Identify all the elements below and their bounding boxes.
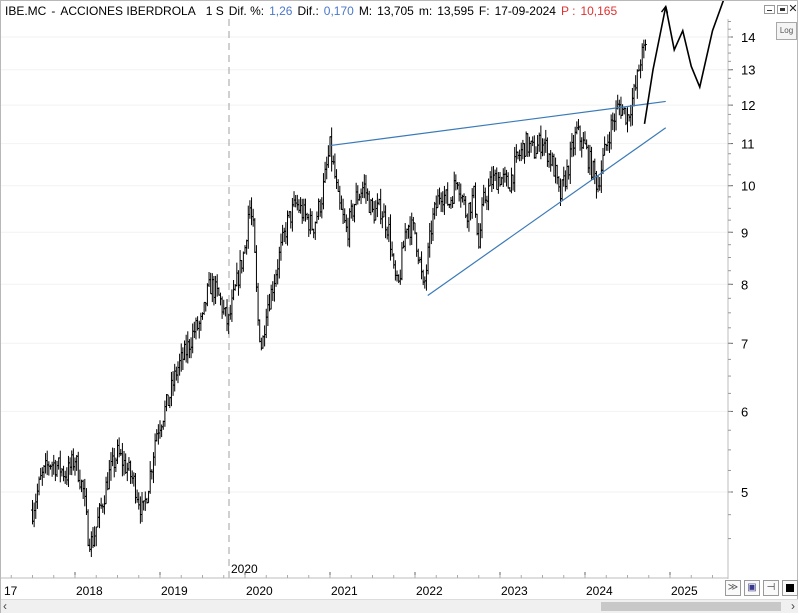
- ticker: IBE.MC: [5, 4, 47, 18]
- y-tick-label: 5: [741, 485, 748, 500]
- header-sep: -: [51, 4, 56, 18]
- min-label: m:: [418, 4, 433, 18]
- scroll-right-icon[interactable]: ›: [791, 599, 795, 613]
- price-value: 10,165: [580, 4, 618, 18]
- dif-pct-label: Dif. %:: [228, 4, 265, 18]
- x-axis-ticks: 17 2018 2019 2020 2021 2022 2023 2024 2025: [4, 572, 713, 598]
- chart-header: IBE.MC - ACCIONES IBERDROLA 1 S Dif. %: 1,26 D…: [5, 3, 617, 19]
- date-value: 17-09-2024: [494, 4, 556, 18]
- x-tick-label: 2025: [671, 584, 698, 598]
- horizontal-scrollbar[interactable]: ‹ ›: [1, 599, 798, 613]
- log-scale-button[interactable]: Log: [776, 22, 797, 40]
- min-value: 13,595: [437, 4, 474, 18]
- year-marker-label: 2020: [231, 562, 258, 576]
- save-icon[interactable]: ▣: [744, 580, 760, 596]
- price-chart[interactable]: 2020 14 13 12 11 10 9 8 7 6 5 17 2018 2019 2020 2021 2…: [1, 1, 799, 601]
- y-tick-label: 10: [741, 179, 755, 194]
- minimize-icon[interactable]: [764, 5, 775, 14]
- x-tick-label: 2023: [501, 584, 528, 598]
- y-tick-label: 14: [741, 30, 755, 45]
- y-gridlines: [1, 36, 728, 493]
- y-axis-ticks: 14 13 12 11 10 9 8 7 6 5: [728, 20, 755, 540]
- x-tick-label: 17: [4, 584, 18, 598]
- y-tick-label: 13: [741, 63, 755, 78]
- x-tick-label: 2022: [416, 584, 443, 598]
- y-tick-label: 9: [741, 225, 748, 240]
- collapse-icon[interactable]: ≫: [725, 580, 741, 596]
- projection-arrowhead: [660, 4, 669, 14]
- close-icon[interactable]: ✕: [788, 3, 798, 15]
- projection-path: [643, 1, 725, 125]
- x-tick-label: 2020: [246, 584, 273, 598]
- dif-value: 0,170: [323, 4, 354, 18]
- plot-area: [1, 1, 728, 579]
- dif-pct-value: 1,26: [269, 4, 293, 18]
- chart-overlays: [329, 1, 725, 296]
- date-label: F:: [478, 4, 490, 18]
- y-tick-label: 8: [741, 277, 748, 292]
- price-label: P :: [560, 4, 576, 18]
- x-tick-label: 2019: [161, 584, 188, 598]
- y-tick-label: 12: [741, 98, 755, 113]
- x-tick-label: 2021: [331, 584, 358, 598]
- max-value: 13,705: [377, 4, 414, 18]
- upper-trend-line: [329, 100, 666, 147]
- pin-icon[interactable]: ⊣: [763, 580, 779, 596]
- x-tick-label: 2024: [586, 584, 613, 598]
- dif-label: Dif.:: [297, 4, 319, 18]
- price-bars: [31, 39, 647, 558]
- scroll-thumb[interactable]: [601, 602, 781, 611]
- scroll-left-icon[interactable]: ‹: [3, 599, 7, 613]
- y-tick-label: 6: [741, 404, 748, 419]
- period: 1 S: [205, 4, 224, 18]
- color-swatch-icon[interactable]: [782, 580, 798, 596]
- max-label: M:: [358, 4, 373, 18]
- y-tick-label: 7: [741, 336, 748, 351]
- maximize-icon[interactable]: [777, 5, 788, 14]
- x-tick-label: 2018: [76, 584, 103, 598]
- y-tick-label: 11: [741, 137, 755, 152]
- instrument-name: ACCIONES IBERDROLA: [60, 4, 196, 18]
- lower-trend-line: [427, 127, 667, 296]
